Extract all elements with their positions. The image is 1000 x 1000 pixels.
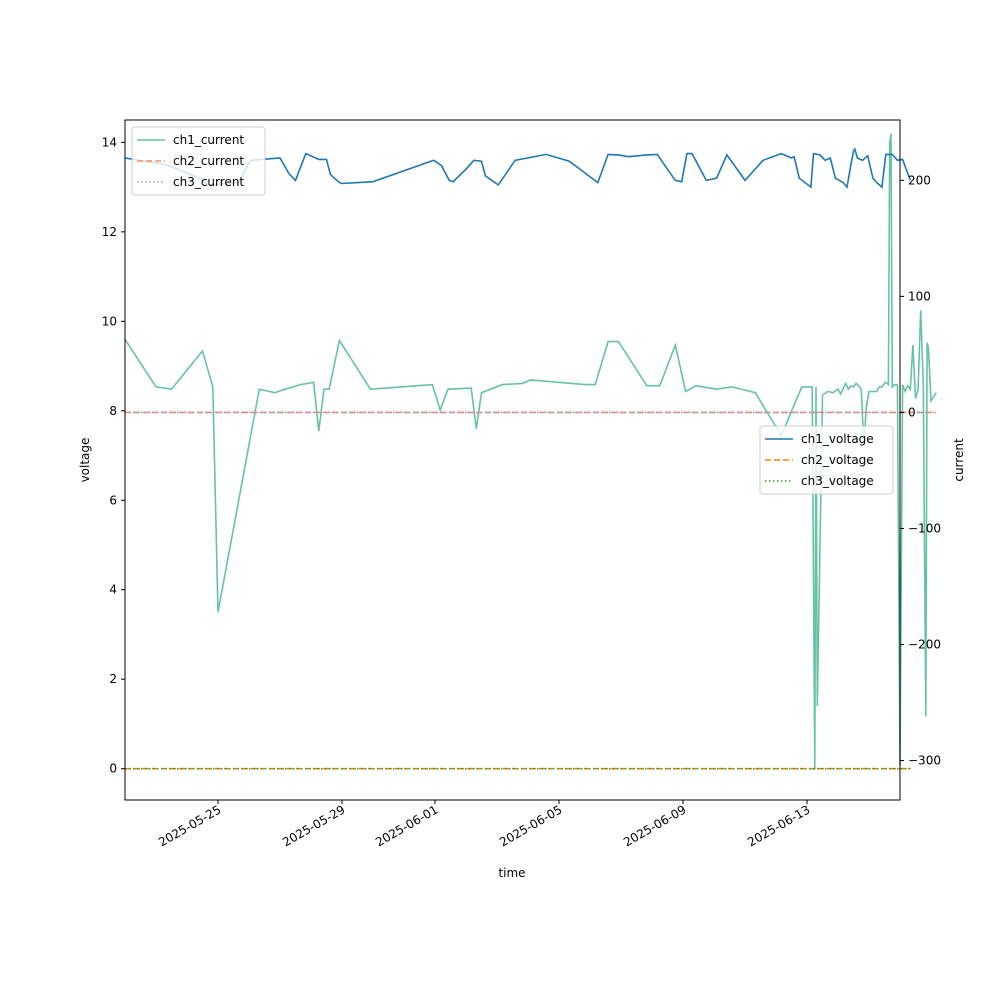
x-tick-label: 2025-06-01 [373,802,440,849]
y-right-tick-label: −100 [908,521,941,535]
legend-label-ch2_voltage: ch2_voltage [801,453,874,467]
y-left-tick-label: 0 [109,762,117,776]
legend-current: ch1_current ch2_current ch3_current [131,126,266,196]
y-left-tick-label: 6 [109,493,117,507]
y-right-tick-label: 100 [908,289,931,303]
y-axis-left-label: voltage [78,438,92,483]
y-right-tick-label: 200 [908,173,931,187]
x-tick-label: 2025-06-05 [497,802,564,849]
y-left-tick-label: 10 [102,314,117,328]
y-left-tick-label: 8 [109,404,117,418]
legend-label-ch2_current: ch2_current [173,154,244,168]
x-axis-label: time [498,866,525,880]
y-right-tick-label: −200 [908,638,941,652]
legend-box [131,126,266,196]
x-tick-label: 2025-06-09 [621,802,688,849]
x-tick-label: 2025-05-25 [156,802,223,849]
x-axis: 2025-05-25 2025-05-29 2025-06-01 2025-06-05… [156,800,813,849]
x-tick-label: 2025-05-29 [280,802,347,849]
plot-frame [124,119,901,801]
y-right-tick-label: −300 [908,754,941,768]
legend-box [759,425,894,495]
legend-label-ch1_current: ch1_current [173,133,244,147]
y-axis-left: 0 2 4 6 8 10 12 14 [102,135,125,776]
y-left-tick-label: 12 [102,225,117,239]
y-right-tick-label: 0 [908,405,916,419]
legend-voltage: ch1_voltage ch2_voltage ch3_voltage [759,425,894,495]
y-left-tick-label: 14 [102,135,117,149]
legend-label-ch3_voltage: ch3_voltage [801,474,874,488]
series-line-ch1_voltage [124,147,912,189]
y-axis-right: −300 −200 −100 0 100 200 [900,173,941,768]
x-tick-label: 2025-06-13 [745,802,812,849]
y-axis-right-label: current [952,438,966,482]
y-left-tick-label: 4 [109,583,117,597]
legend-label-ch1_voltage: ch1_voltage [801,432,874,446]
y-left-tick-label: 2 [109,672,117,686]
legend-label-ch3_current: ch3_current [173,175,244,189]
